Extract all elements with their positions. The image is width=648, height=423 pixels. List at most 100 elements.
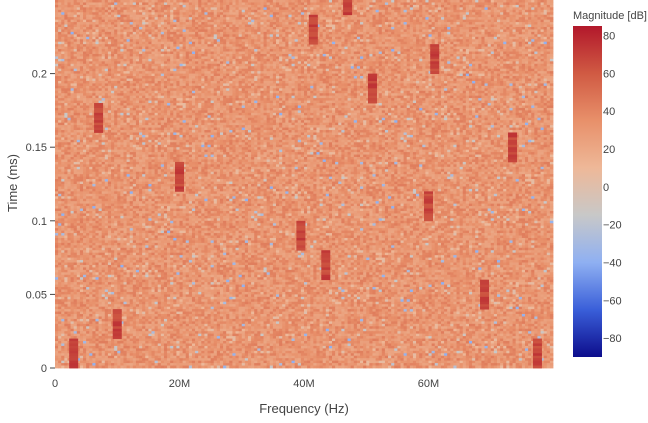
heatmap-cell: [425, 12, 429, 16]
heatmap-cell: [307, 0, 311, 3]
heatmap-cell: [101, 39, 106, 43]
heatmap-cell: [210, 26, 215, 30]
heatmap-cell: [475, 44, 479, 48]
heatmap-cell: [188, 2, 193, 6]
heatmap-cell: [160, 29, 165, 33]
heatmap-cell: [282, 7, 286, 11]
heatmap-cell: [163, 56, 168, 60]
heatmap-cell: [453, 12, 457, 16]
heatmap-cell: [406, 26, 411, 30]
heatmap-cell: [524, 66, 529, 70]
heatmap-cell: [549, 71, 554, 74]
heatmap-cell: [378, 19, 383, 23]
heatmap-cell: [235, 31, 240, 35]
heatmap-cell: [468, 9, 473, 13]
heatmap-cell: [328, 31, 333, 35]
heatmap-cell: [468, 36, 473, 40]
heatmap-cell: [188, 9, 193, 13]
heatmap-cell: [176, 24, 180, 28]
heatmap-cell: [201, 22, 205, 25]
heatmap-cell: [170, 22, 174, 25]
heatmap-cell: [92, 41, 96, 45]
heatmap-cell: [151, 14, 155, 18]
heatmap-cell: [244, 29, 249, 33]
heatmap-cell: [369, 12, 373, 16]
heatmap-cell: [195, 68, 199, 72]
heatmap-cell: [300, 73, 305, 77]
heatmap-cell: [338, 51, 342, 55]
heatmap-cell: [219, 39, 224, 43]
heatmap-cell: [198, 9, 202, 13]
heatmap-cell: [515, 34, 520, 38]
heatmap-cell: [353, 68, 358, 72]
heatmap-cell: [117, 51, 121, 55]
heatmap-cell: [279, 68, 283, 72]
heatmap-cell: [139, 24, 143, 28]
heatmap-cell: [493, 7, 498, 11]
heatmap-cell: [540, 26, 545, 30]
heatmap-cell: [462, 36, 467, 40]
heatmap-cell: [484, 73, 489, 77]
heatmap-cell: [101, 76, 106, 79]
heatmap-cell: [244, 51, 249, 55]
heatmap-cell: [428, 73, 433, 77]
heatmap-cell: [537, 44, 541, 48]
heatmap-cell: [537, 9, 541, 13]
heatmap-cell: [89, 76, 93, 79]
heatmap-cell: [170, 66, 174, 70]
heatmap-cell: [484, 29, 489, 33]
heatmap-cell: [244, 56, 249, 60]
heatmap-cell: [537, 63, 541, 67]
heatmap-cell: [275, 53, 280, 57]
heatmap-cell: [83, 7, 87, 11]
heatmap-cell: [313, 68, 317, 72]
heatmap-cell: [297, 66, 302, 70]
heatmap-cell: [210, 71, 215, 74]
heatmap-cell: [468, 71, 473, 74]
heatmap-cell: [518, 34, 523, 38]
heatmap-cell: [173, 56, 177, 60]
heatmap-cell: [160, 12, 165, 16]
heatmap-cell: [213, 9, 218, 13]
heatmap-cell: [475, 68, 479, 72]
heatmap-cell: [216, 9, 221, 13]
heatmap-cell: [98, 7, 103, 11]
heatmap-cell: [397, 68, 401, 72]
heatmap-cell: [266, 31, 271, 35]
heatmap-cell: [188, 29, 193, 33]
heatmap-cell: [154, 68, 159, 72]
heatmap-cell: [335, 22, 339, 25]
heatmap-cell: [307, 49, 311, 52]
heatmap-cell: [213, 56, 218, 60]
heatmap-cell: [98, 17, 103, 21]
heatmap-cell: [151, 49, 155, 52]
heatmap-cell: [341, 17, 345, 21]
heatmap-cell: [366, 24, 370, 28]
heatmap-cell: [235, 17, 240, 21]
heatmap-cell: [549, 49, 554, 52]
heatmap-cell: [142, 24, 146, 28]
heatmap-cell: [148, 4, 152, 8]
heatmap-cell: [350, 2, 355, 6]
heatmap-cell: [444, 53, 448, 57]
heatmap-cell: [294, 0, 299, 3]
heatmap-cell: [375, 68, 380, 72]
heatmap-cell: [182, 58, 187, 62]
heatmap-cell: [338, 12, 342, 16]
heatmap-cell: [173, 22, 177, 25]
heatmap-cell: [198, 22, 202, 25]
heatmap-cell: [300, 51, 305, 55]
heatmap-cell: [406, 22, 411, 25]
heatmap-cell: [95, 41, 99, 45]
heatmap-cell: [344, 14, 348, 18]
heatmap-cell: [353, 56, 358, 60]
heatmap-cell: [391, 29, 395, 33]
heatmap-cell: [512, 14, 517, 18]
heatmap-cell: [210, 24, 215, 28]
heatmap-cell: [347, 66, 352, 70]
heatmap-cell: [509, 41, 513, 45]
heatmap-cell: [151, 26, 155, 30]
heatmap-cell: [244, 49, 249, 52]
heatmap-cell: [79, 36, 84, 40]
heatmap-cell: [107, 49, 112, 52]
